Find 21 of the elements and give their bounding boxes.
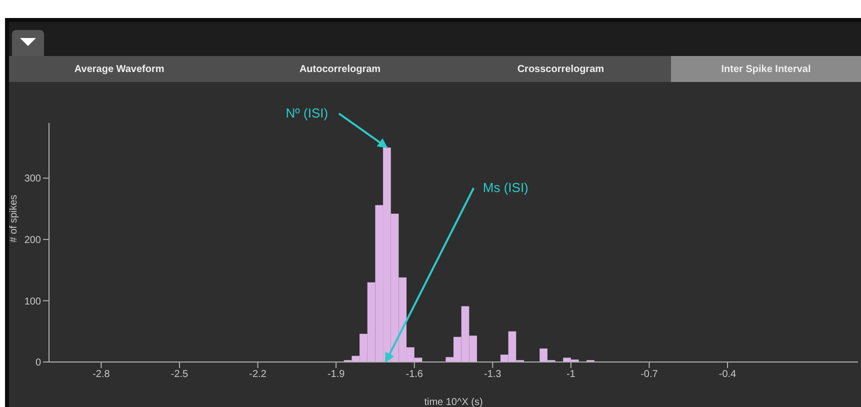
x-tick-label: -0.7 xyxy=(640,369,658,380)
text: Crosscorrelogram xyxy=(516,62,606,76)
x-tick-label: -2.2 xyxy=(249,369,267,380)
text: Autocorrelogram xyxy=(298,62,382,76)
y-axis-title: # of spikes xyxy=(8,194,20,242)
y-tick-label: 200 xyxy=(24,234,42,246)
x-tick-label: -1.6 xyxy=(406,369,424,380)
x-axis-title: time 10^X (s) xyxy=(424,397,483,407)
x-tick-label: -1.9 xyxy=(327,369,346,380)
x-tick-label: -0.4 xyxy=(718,369,737,380)
x-tick-label: -2.5 xyxy=(170,369,189,380)
x-tick-label: -2.8 xyxy=(92,369,110,380)
annotation: Nº (ISI) xyxy=(286,106,328,121)
y-tick-label: 300 xyxy=(24,174,42,185)
text: Average Waveform xyxy=(73,62,166,76)
y-tick-label: 100 xyxy=(24,296,42,308)
annotation: Ms (ISI) xyxy=(482,180,528,195)
text: Inter Spike Interval xyxy=(671,56,861,82)
x-tick-label: -1 xyxy=(566,369,576,380)
x-tick-label: -1.3 xyxy=(484,369,502,380)
y-tick-label: 0 xyxy=(35,358,42,369)
